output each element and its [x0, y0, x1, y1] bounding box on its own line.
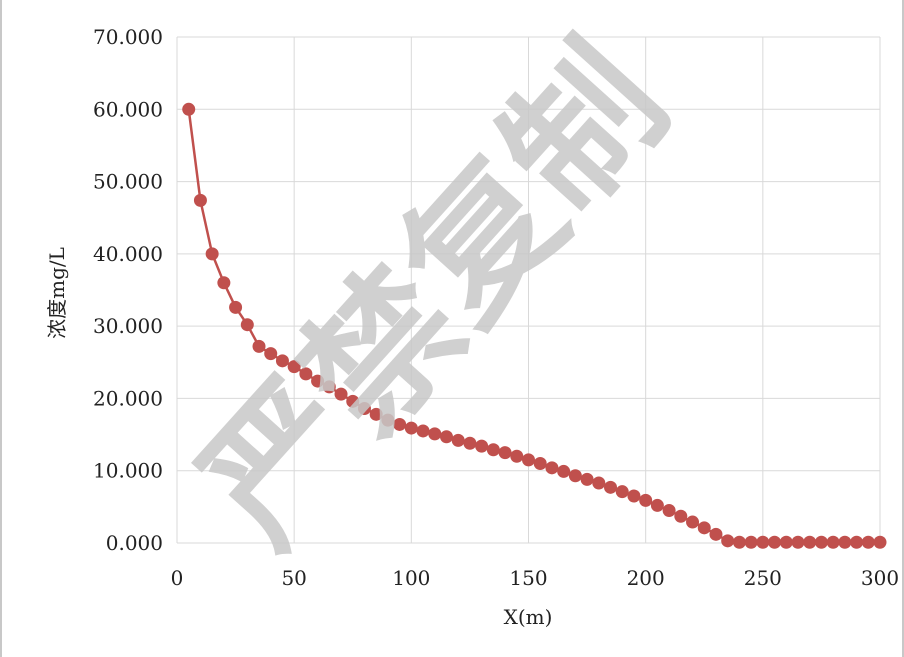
data-point — [686, 515, 700, 529]
data-point — [756, 535, 770, 549]
data-point — [861, 535, 875, 549]
data-point — [229, 300, 243, 314]
data-point — [381, 413, 395, 427]
data-point — [498, 446, 512, 460]
data-point — [592, 476, 606, 490]
axes: 0.000 10.000 20.000 30.000 40.000 50.000 60.00… — [93, 25, 899, 590]
y-tick-label: 50.000 — [93, 170, 163, 194]
data-point — [275, 354, 289, 368]
data-point — [217, 276, 231, 290]
data-point — [205, 247, 219, 261]
data-point — [357, 402, 371, 416]
y-tick-label: 40.000 — [93, 242, 163, 266]
data-point — [697, 521, 711, 535]
data-point — [311, 374, 325, 388]
y-axis-title: 浓度mg/L — [45, 247, 69, 339]
y-tick-label: 0.000 — [106, 531, 163, 555]
data-point — [580, 472, 594, 486]
data-point — [252, 339, 266, 353]
x-tick-label: 250 — [744, 566, 782, 590]
data-point — [803, 535, 817, 549]
x-tick-label: 50 — [281, 566, 306, 590]
data-point — [287, 360, 301, 374]
data-point — [850, 535, 864, 549]
data-point — [791, 535, 805, 549]
data-point — [639, 493, 653, 507]
x-tick-label: 100 — [392, 566, 430, 590]
data-point — [475, 439, 489, 453]
data-point — [416, 424, 430, 438]
data-point — [322, 380, 336, 394]
data-series — [182, 102, 887, 549]
data-point — [533, 456, 547, 470]
data-point — [240, 318, 254, 332]
data-point — [615, 485, 629, 499]
data-point — [627, 489, 641, 503]
data-point — [428, 427, 442, 441]
x-tick-label: 300 — [861, 566, 899, 590]
y-tick-label: 60.000 — [93, 97, 163, 121]
y-tick-label: 70.000 — [93, 25, 163, 49]
y-tick-label: 10.000 — [93, 459, 163, 483]
data-point — [557, 464, 571, 478]
data-point — [393, 417, 407, 431]
data-point — [814, 535, 828, 549]
data-point — [568, 469, 582, 483]
data-point — [264, 347, 278, 361]
data-point — [404, 421, 418, 435]
data-point — [182, 102, 196, 116]
data-point — [674, 509, 688, 523]
data-point — [721, 534, 735, 548]
grid-lines — [176, 36, 881, 544]
x-tick-label: 200 — [627, 566, 665, 590]
data-point — [299, 367, 313, 381]
data-point — [193, 193, 207, 207]
data-point — [545, 461, 559, 475]
data-point — [662, 503, 676, 517]
x-tick-label: 0 — [171, 566, 184, 590]
data-point — [604, 480, 618, 494]
data-point — [838, 535, 852, 549]
y-tick-label: 20.000 — [93, 386, 163, 410]
data-point — [334, 387, 348, 401]
data-point — [744, 535, 758, 549]
data-point — [463, 436, 477, 450]
data-point — [439, 430, 453, 444]
data-point — [650, 498, 664, 512]
x-tick-label: 150 — [509, 566, 547, 590]
data-point — [709, 527, 723, 541]
data-point — [732, 535, 746, 549]
data-point — [486, 443, 500, 457]
data-point — [451, 433, 465, 447]
data-point — [522, 453, 535, 467]
data-point — [779, 535, 793, 549]
data-point — [369, 407, 383, 421]
y-tick-label: 30.000 — [93, 314, 163, 338]
data-point — [346, 394, 360, 408]
data-point — [873, 535, 887, 549]
data-point — [510, 449, 524, 463]
data-point — [768, 535, 782, 549]
x-axis-title: X(m) — [504, 605, 553, 629]
data-point — [826, 535, 840, 549]
